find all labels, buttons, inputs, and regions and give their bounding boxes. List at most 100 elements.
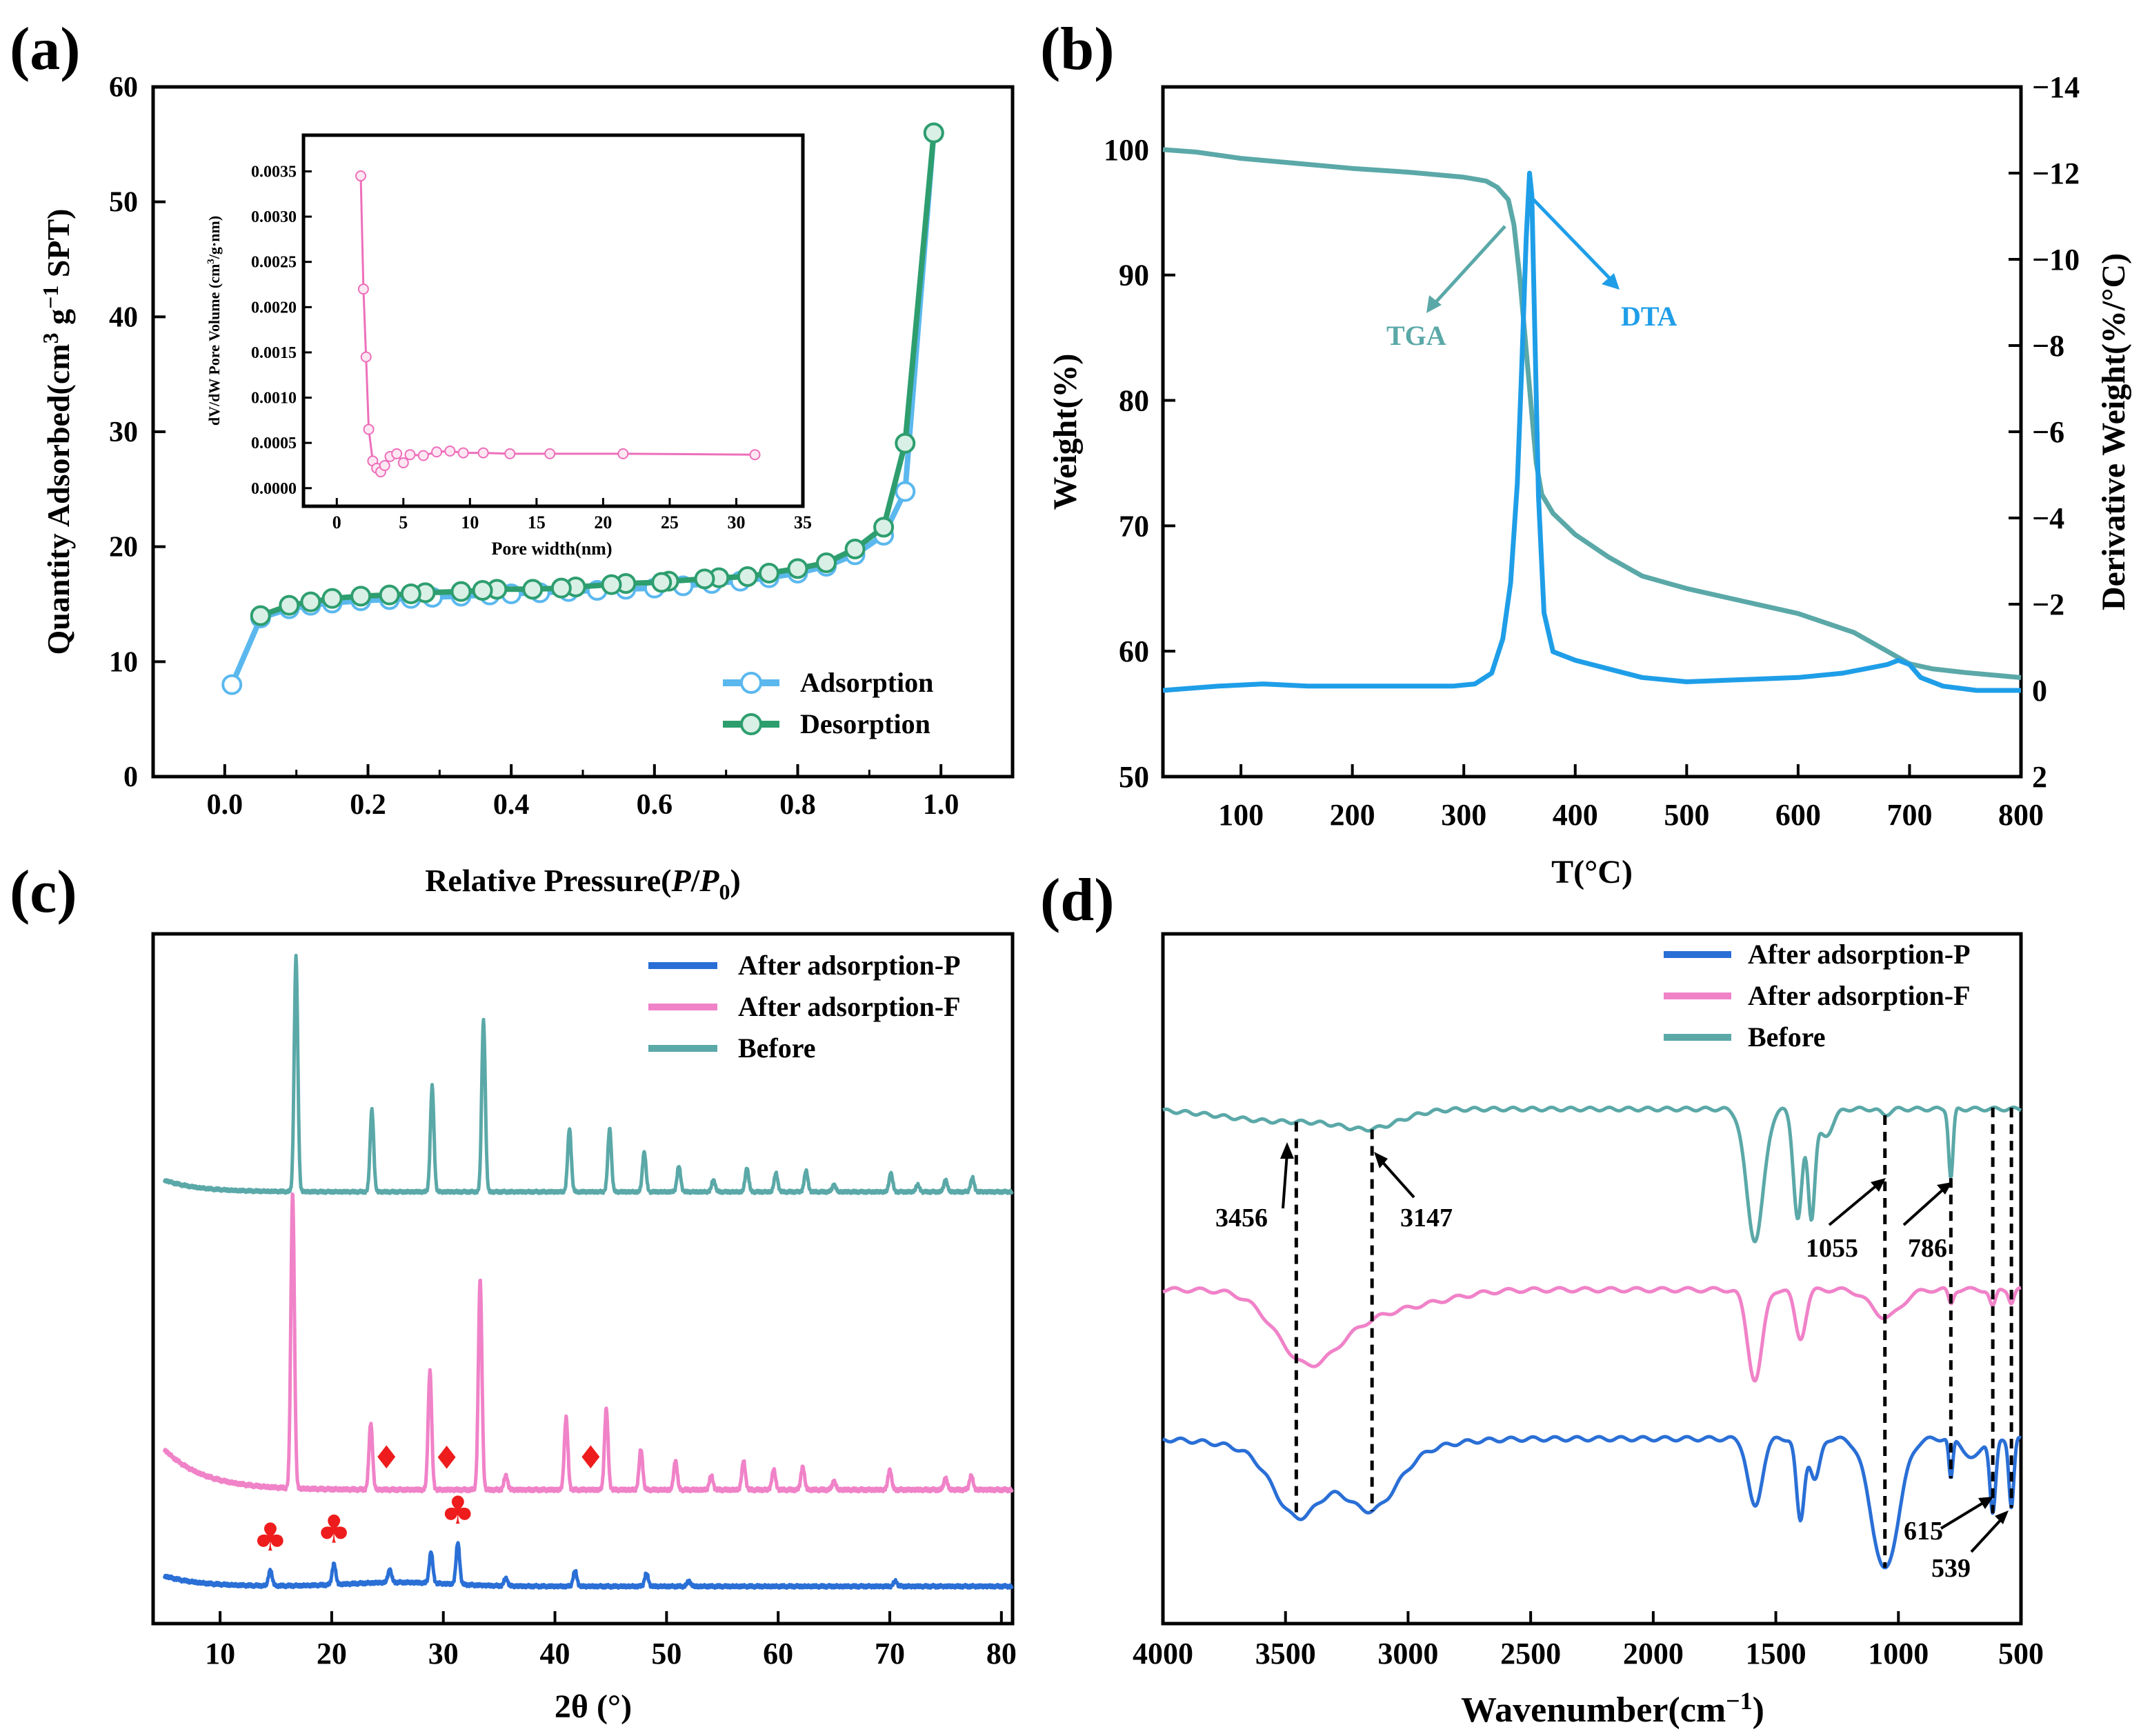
a-xtick-label: 0.6 — [637, 789, 673, 821]
inset-data-point — [444, 445, 456, 457]
c-xtick-label: 30 — [428, 1637, 459, 1670]
panel-c-x-ticks: 10 20 30 40 50 60 70 80 — [205, 1611, 1017, 1670]
arrow-615 — [1940, 1499, 1988, 1530]
diamond-marker-icon: ♦ — [432, 1439, 461, 1477]
a-data-point-desorption — [601, 574, 622, 595]
d-xtick-label: 1000 — [1868, 1637, 1929, 1670]
inset-ytick-label: 0.0030 — [251, 208, 297, 226]
panel-b-annotations: TGA DTA — [1386, 194, 1677, 351]
c-series-line-after-adsorption-p — [162, 1541, 1014, 1590]
a-data-point-desorption — [550, 577, 572, 599]
c-xtick-label: 70 — [875, 1637, 905, 1670]
panel-c-x-axis-label: 2θ (°) — [555, 1688, 632, 1725]
a-data-point-desorption — [895, 432, 916, 454]
arrow-539-head — [1995, 1510, 2009, 1524]
d-xtick-label: 2500 — [1500, 1637, 1561, 1670]
inset-y-ticks: 0.0000 0.0005 0.0010 0.0015 0.0020 0.0025 0.00… — [251, 163, 312, 498]
b-xtick-label: 100 — [1218, 798, 1264, 832]
b-series-line-tga — [1162, 147, 2022, 680]
inset-data-point — [357, 283, 369, 295]
legend-c-f-label: After adsorption-F — [738, 991, 961, 1022]
panel-b-frame — [1161, 85, 2023, 779]
panel-b-y-axis-label: Weight(%) — [1047, 354, 1084, 510]
panel-b-right-y-axis-label: Derivative Weight(%/°C) — [2095, 253, 2132, 610]
a-xtick-label: 1.0 — [923, 789, 959, 821]
diamond-marker-icon: ♦ — [372, 1439, 401, 1476]
panel-a-x-axis-label: Relative Pressure(P/P0) — [425, 863, 741, 904]
b-xtick-label: 300 — [1441, 798, 1486, 832]
a-data-point-desorption — [873, 517, 895, 538]
d-xtick-label: 500 — [1998, 1637, 2044, 1670]
inset-data-point — [457, 447, 469, 459]
b-right-ytick-label: −14 — [2032, 70, 2080, 104]
b-right-ytick-label: −2 — [2032, 588, 2064, 621]
panel-c-label: (c) — [10, 859, 77, 926]
panel-d-frame — [1161, 932, 2023, 1626]
b-ytick-label: 60 — [1119, 635, 1149, 668]
club-marker-icon: ♣ — [317, 1508, 351, 1553]
club-marker-icon: ♣ — [441, 1488, 475, 1533]
inset-ytick-label: 0.0005 — [251, 435, 297, 452]
d-xtick-label: 2000 — [1623, 1637, 1684, 1670]
inset-data-point — [417, 450, 429, 461]
c-xtick-label: 10 — [205, 1637, 235, 1670]
legend-d-before-label: Before — [1748, 1021, 1826, 1052]
dta-label: DTA — [1621, 301, 1677, 332]
a-data-point-desorption — [321, 588, 343, 609]
d-series-line-before — [1162, 1106, 2022, 1244]
label-786: 786 — [1908, 1234, 1947, 1263]
panel-d-legend: After adsorption-P After adsorption-F Be… — [1664, 939, 1971, 1052]
arrow-615-head — [1978, 1497, 1993, 1509]
c-xtick-label: 40 — [540, 1637, 570, 1670]
a-data-point-desorption — [651, 572, 673, 593]
panel-a-y-axis-label: Quantity Adsorbed(cm3 g−1 SPT) — [38, 208, 76, 655]
label-1055: 1055 — [1806, 1234, 1858, 1263]
a-xtick-label: 0.4 — [493, 789, 530, 821]
b-right-ytick-label: −8 — [2032, 329, 2064, 363]
b-xtick-label: 200 — [1330, 798, 1375, 832]
tga-label: TGA — [1386, 320, 1446, 351]
a-xtick-label: 0.8 — [779, 789, 816, 821]
a-data-point-desorption — [844, 539, 866, 559]
c-series-line-after-adsorption-f — [162, 1192, 1014, 1494]
inset-data-point — [363, 423, 375, 435]
b-ytick-label: 80 — [1119, 384, 1149, 418]
panel-a-legend: Adsorption Desorption — [723, 667, 933, 739]
a-xtick-label: 0.0 — [207, 789, 243, 821]
a-xtick-label: 0.2 — [350, 789, 386, 821]
inset-xtick-label: 30 — [727, 512, 745, 532]
b-ytick-label: 50 — [1119, 760, 1149, 794]
a-data-point-desorption — [450, 581, 472, 602]
inset-data-point — [544, 448, 556, 459]
d-series-line-f — [1162, 1286, 2022, 1383]
panel-d-guide-lines — [1294, 1107, 2013, 1568]
inset-xtick-label: 35 — [794, 512, 812, 532]
dta-arrow — [1528, 194, 1614, 283]
legend-c-before-label: Before — [738, 1032, 816, 1064]
inset-ytick-label: 0.0025 — [251, 254, 297, 272]
b-right-ytick-label: 2 — [2032, 760, 2047, 794]
a-data-point-desorption — [400, 583, 421, 604]
legend-adsorption-label: Adsorption — [800, 667, 933, 698]
a-ytick-label: 10 — [109, 646, 138, 678]
panel-c-legend: After adsorption-P After adsorption-F Be… — [648, 950, 961, 1064]
d-xtick-label: 1500 — [1746, 1637, 1806, 1670]
inset-ytick-label: 0.0020 — [251, 299, 297, 317]
a-data-point-desorption — [300, 591, 321, 612]
legend-d-f-label: After adsorption-F — [1748, 980, 1971, 1011]
a-data-point-desorption — [923, 122, 944, 143]
inset-ytick-label: 0.0035 — [251, 163, 297, 181]
inset-data-point — [360, 351, 372, 363]
a-data-point-desorption — [787, 558, 808, 579]
arrow-1055 — [1828, 1182, 1880, 1226]
panel-a-series — [221, 122, 944, 695]
a-ytick-label: 30 — [109, 417, 138, 448]
diamond-marker-icon: ♦ — [577, 1439, 605, 1476]
arrow-3147 — [1378, 1157, 1415, 1199]
panel-b-right-y-ticks: 2 0 −2 −4 −6 −8 −10 −12 −14 — [2009, 70, 2080, 794]
arrow-786 — [1902, 1186, 1946, 1226]
a-data-point-adsorption — [895, 481, 916, 502]
panel-b-series — [1162, 147, 2022, 693]
b-series-line-dta — [1162, 170, 2021, 693]
